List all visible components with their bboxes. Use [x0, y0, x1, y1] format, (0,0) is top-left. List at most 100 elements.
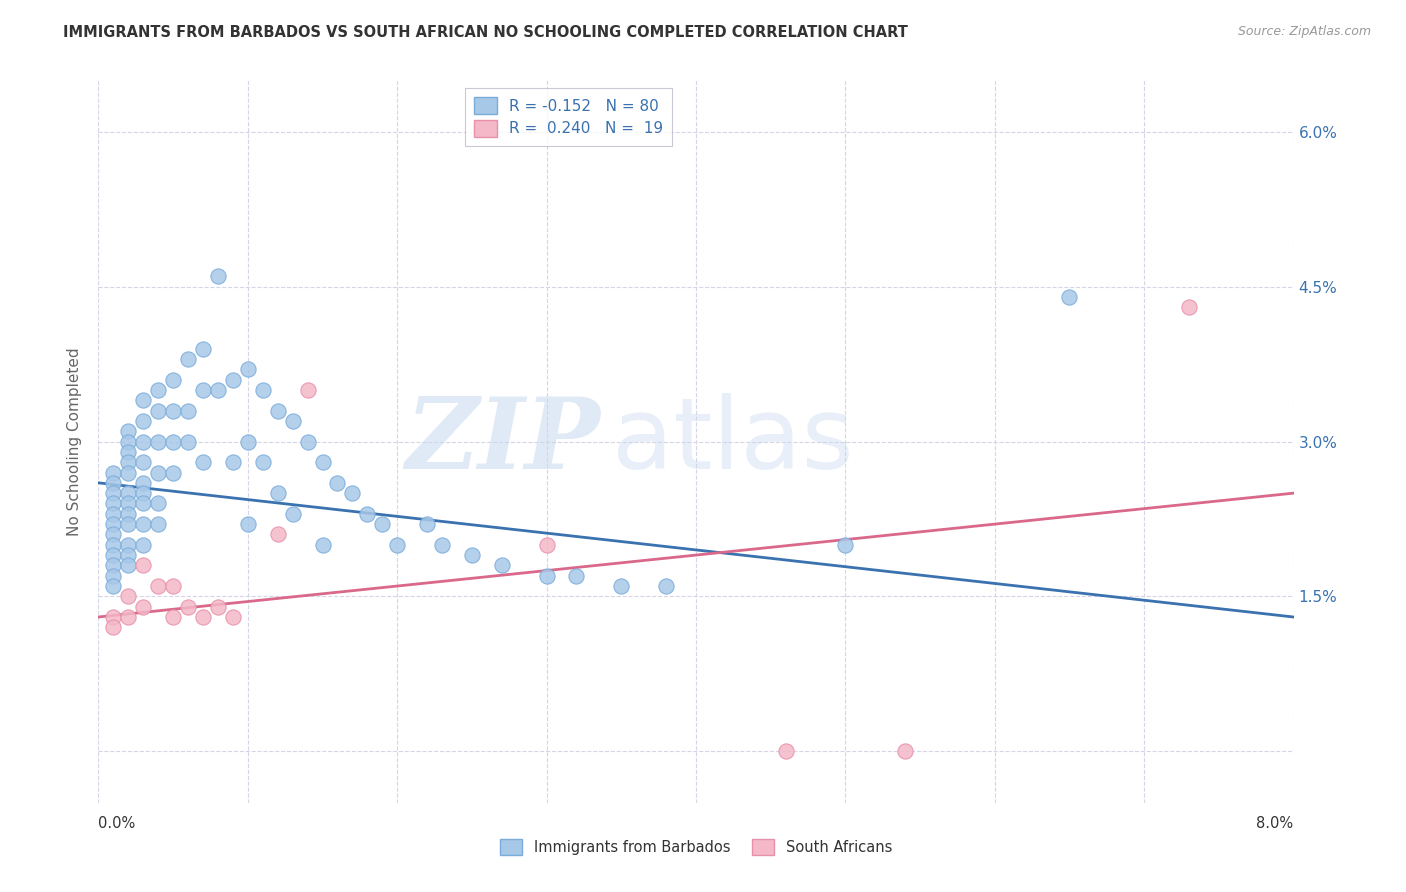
Point	[536, 538, 558, 552]
Point	[117, 486, 139, 500]
Point	[162, 610, 184, 624]
Point	[132, 434, 155, 449]
Point	[132, 496, 155, 510]
Point	[132, 538, 155, 552]
Point	[222, 610, 245, 624]
Point	[132, 517, 155, 532]
Point	[655, 579, 678, 593]
Point	[148, 466, 170, 480]
Point	[117, 466, 139, 480]
Point	[775, 744, 797, 758]
Point	[267, 403, 290, 417]
Point	[132, 393, 155, 408]
Point	[103, 610, 125, 624]
Point	[191, 455, 214, 469]
Point	[117, 445, 139, 459]
Point	[103, 486, 125, 500]
Point	[207, 383, 229, 397]
Point	[371, 517, 394, 532]
Point	[311, 455, 333, 469]
Point	[297, 434, 319, 449]
Point	[385, 538, 409, 552]
Point	[297, 383, 319, 397]
Point	[191, 383, 214, 397]
Point	[610, 579, 633, 593]
Point	[132, 558, 155, 573]
Point	[177, 403, 200, 417]
Point	[117, 610, 139, 624]
Point	[148, 579, 170, 593]
Point	[252, 383, 274, 397]
Point	[117, 558, 139, 573]
Point	[117, 538, 139, 552]
Text: atlas: atlas	[613, 393, 853, 490]
Point	[177, 599, 200, 614]
Point	[117, 496, 139, 510]
Point	[117, 507, 139, 521]
Point	[103, 466, 125, 480]
Point	[356, 507, 378, 521]
Point	[207, 599, 229, 614]
Point	[117, 424, 139, 438]
Point	[536, 568, 558, 582]
Point	[132, 414, 155, 428]
Point	[281, 507, 304, 521]
Point	[222, 455, 245, 469]
Point	[117, 590, 139, 604]
Y-axis label: No Schooling Completed: No Schooling Completed	[67, 347, 83, 536]
Text: 8.0%: 8.0%	[1257, 816, 1294, 830]
Point	[132, 475, 155, 490]
Point	[103, 620, 125, 634]
Point	[430, 538, 453, 552]
Point	[103, 496, 125, 510]
Point	[103, 579, 125, 593]
Point	[103, 568, 125, 582]
Text: IMMIGRANTS FROM BARBADOS VS SOUTH AFRICAN NO SCHOOLING COMPLETED CORRELATION CHA: IMMIGRANTS FROM BARBADOS VS SOUTH AFRICA…	[63, 25, 908, 40]
Point	[207, 269, 229, 284]
Point	[132, 455, 155, 469]
Point	[148, 403, 170, 417]
Point	[103, 527, 125, 541]
Point	[236, 434, 259, 449]
Point	[565, 568, 588, 582]
Point	[162, 403, 184, 417]
Point	[148, 434, 170, 449]
Point	[132, 486, 155, 500]
Point	[252, 455, 274, 469]
Point	[117, 455, 139, 469]
Point	[267, 527, 290, 541]
Point	[148, 383, 170, 397]
Point	[162, 373, 184, 387]
Point	[162, 466, 184, 480]
Legend: Immigrants from Barbados, South Africans: Immigrants from Barbados, South Africans	[495, 833, 897, 861]
Point	[162, 579, 184, 593]
Point	[834, 538, 856, 552]
Point	[117, 434, 139, 449]
Point	[191, 610, 214, 624]
Point	[103, 548, 125, 562]
Point	[236, 362, 259, 376]
Point	[103, 558, 125, 573]
Point	[894, 744, 917, 758]
Point	[461, 548, 484, 562]
Text: Source: ZipAtlas.com: Source: ZipAtlas.com	[1237, 25, 1371, 38]
Point	[103, 517, 125, 532]
Point	[162, 434, 184, 449]
Point	[148, 496, 170, 510]
Point	[281, 414, 304, 428]
Point	[148, 517, 170, 532]
Point	[1178, 301, 1201, 315]
Point	[267, 486, 290, 500]
Point	[132, 599, 155, 614]
Point	[103, 475, 125, 490]
Point	[416, 517, 439, 532]
Point	[177, 434, 200, 449]
Point	[342, 486, 364, 500]
Point	[311, 538, 333, 552]
Point	[103, 507, 125, 521]
Point	[117, 517, 139, 532]
Text: 0.0%: 0.0%	[98, 816, 135, 830]
Text: ZIP: ZIP	[405, 393, 600, 490]
Point	[1059, 290, 1081, 304]
Point	[103, 538, 125, 552]
